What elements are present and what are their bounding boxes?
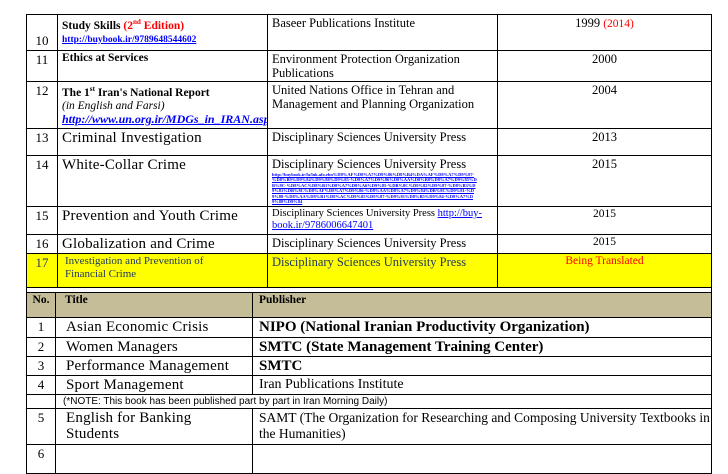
col-header-title: Title	[55, 292, 253, 318]
empty-title-cell	[55, 444, 253, 474]
publisher-cell: NIPO (National Iranian Productivity Orga…	[252, 317, 712, 338]
publisher-cell: Baseer Publications Institute	[267, 14, 498, 51]
publisher: SAMT (The Organization for Researching a…	[259, 410, 710, 441]
row-number: 6	[26, 444, 56, 474]
book-row-12: 12 The 1st Iran's National Report (in En…	[26, 81, 712, 129]
year-cell: 1999 (2014)	[497, 14, 712, 51]
row-number: 12	[26, 81, 58, 129]
publisher-cell: SMTC	[252, 356, 712, 376]
publisher-cell: Disciplinary Sciences University Press	[267, 127, 498, 156]
book-row-10: 10 Study Skills (2nd Edition) http://buy…	[26, 14, 712, 51]
publisher-cell: Iran Publications Institute	[252, 375, 712, 395]
row-number: 10	[26, 14, 58, 51]
publisher-cell: Disciplinary Sciences University Press h…	[267, 205, 498, 235]
book-title-cell: Globalization and Crime	[57, 233, 268, 254]
col-header-no: No.	[26, 292, 56, 318]
year: 1999	[575, 16, 604, 30]
book-url-link[interactable]: http://buy-book.ir/9786006647401	[272, 207, 482, 232]
book-row-17-highlighted: 17 Investigation and Prevention of Finan…	[26, 252, 712, 288]
row-number: 17	[26, 252, 58, 288]
book-row-15: 15 Prevention and Youth Crime Disciplina…	[26, 205, 712, 235]
book-subtitle: (in English and Farsi)	[62, 99, 165, 112]
year-cell: 2015	[497, 205, 712, 235]
row-number: 4	[26, 375, 56, 395]
print-row-3: 3 Performance Management SMTC	[26, 356, 712, 376]
row-number: 5	[26, 408, 56, 445]
publisher-cell: Disciplinary Sciences University Press	[267, 252, 498, 288]
print-row-1: 1 Asian Economic Crisis NIPO (National I…	[26, 317, 712, 338]
empty-number-cell	[26, 394, 56, 409]
print-row-2: 2 Women Managers SMTC (State Management …	[26, 337, 712, 357]
year-cell: 2004	[497, 81, 712, 129]
note-row: (*NOTE: This book has been published par…	[26, 394, 712, 409]
published-books-table: 10 Study Skills (2nd Edition) http://buy…	[26, 14, 712, 307]
book-url-link[interactable]: http://buybook.ir/fa/lnk.afo.ebn%D8%AF%D…	[272, 171, 477, 205]
book-url-link[interactable]: http://www.un.org.ir/MDGs_in_IRAN.asp	[62, 111, 268, 126]
books-under-print-table: No. Title Publisher 1 Asian Economic Cri…	[26, 292, 712, 474]
book-title-cell: Women Managers	[55, 337, 253, 357]
row-number: 14	[26, 154, 58, 207]
edition-note: (2nd Edition)	[123, 18, 185, 32]
publisher-cell: United Nations Office in Tehran and Mana…	[267, 81, 498, 129]
book-title-cell: Asian Economic Crisis	[55, 317, 253, 338]
row-number: 11	[26, 50, 58, 82]
row-number: 3	[26, 356, 56, 376]
empty-publisher-cell	[252, 444, 712, 474]
publisher-cell: Disciplinary Sciences University Press	[267, 233, 498, 254]
book-title-cell: Prevention and Youth Crime	[57, 205, 268, 235]
year-cell: 2015	[497, 154, 712, 207]
book-row-13: 13 Criminal Investigation Disciplinary S…	[26, 127, 712, 156]
book-title-cell: Sport Management	[55, 375, 253, 395]
book-title: Investigation and Prevention of Financia…	[65, 254, 204, 280]
book-row-11: 11 Ethics at Services Environment Protec…	[26, 50, 712, 82]
book-row-14: 14 White-Collar Crime Disciplinary Scien…	[26, 154, 712, 207]
print-row-4: 4 Sport Management Iran Publications Ins…	[26, 375, 712, 395]
book-title-cell: The 1st Iran's National Report (in Engli…	[57, 81, 268, 129]
col-header-publisher: Publisher	[252, 292, 712, 318]
year-cell: 2000	[497, 50, 712, 82]
row-number: 13	[26, 127, 58, 156]
header-row: No. Title Publisher	[26, 292, 712, 318]
status-cell: Being Translated	[497, 252, 712, 288]
book-title-cell: Performance Management	[55, 356, 253, 376]
book-title-cell: Ethics at Services	[57, 50, 268, 82]
print-row-6: 6	[26, 444, 712, 474]
row-number: 1	[26, 317, 56, 338]
book-url-link[interactable]: http://buybook.ir/9789648544602	[62, 34, 197, 45]
book-row-16: 16 Globalization and Crime Disciplinary …	[26, 233, 712, 254]
year-note: (2014)	[603, 18, 634, 30]
note-cell: (*NOTE: This book has been published par…	[55, 394, 712, 409]
book-title: Study Skills	[62, 19, 124, 32]
publisher-cell: SMTC (State Management Training Center)	[252, 337, 712, 357]
book-title-cell: Criminal Investigation	[57, 127, 268, 156]
print-row-5: 5 English for Banking Students SAMT (The…	[26, 408, 712, 445]
book-title-cell: Investigation and Prevention of Financia…	[57, 252, 268, 288]
publisher-cell: Environment Protection Organization Publ…	[267, 50, 498, 82]
publisher: Disciplinary Sciences University Press	[272, 156, 467, 171]
row-number: 16	[26, 233, 58, 254]
book-title-cell: White-Collar Crime	[57, 154, 268, 207]
book-title: The 1st Iran's National Report	[62, 85, 210, 99]
publisher-cell: Disciplinary Sciences University Press h…	[267, 154, 498, 207]
row-number: 2	[26, 337, 56, 357]
year-cell: 2013	[497, 127, 712, 156]
year-cell: 2015	[497, 233, 712, 254]
book-title-cell: Study Skills (2nd Edition) http://buyboo…	[57, 14, 268, 51]
publisher-cell: SAMT (The Organization for Researching a…	[252, 408, 712, 445]
book-title-cell: English for Banking Students	[55, 408, 253, 445]
row-number: 15	[26, 205, 58, 235]
publisher: Disciplinary Sciences University Press	[272, 207, 438, 219]
